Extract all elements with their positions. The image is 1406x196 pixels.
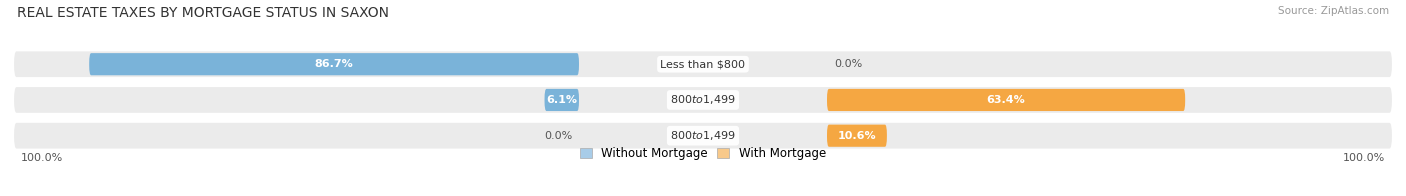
Text: Less than $800: Less than $800 — [661, 59, 745, 69]
Legend: Without Mortgage, With Mortgage: Without Mortgage, With Mortgage — [575, 142, 831, 164]
FancyBboxPatch shape — [14, 51, 1392, 77]
Text: $800 to $1,499: $800 to $1,499 — [671, 129, 735, 142]
Text: Source: ZipAtlas.com: Source: ZipAtlas.com — [1278, 6, 1389, 16]
Text: 10.6%: 10.6% — [838, 131, 876, 141]
FancyBboxPatch shape — [14, 87, 1392, 113]
Text: 6.1%: 6.1% — [547, 95, 578, 105]
FancyBboxPatch shape — [827, 125, 887, 147]
Text: 0.0%: 0.0% — [834, 59, 862, 69]
FancyBboxPatch shape — [544, 89, 579, 111]
FancyBboxPatch shape — [89, 53, 579, 75]
Text: 86.7%: 86.7% — [315, 59, 353, 69]
FancyBboxPatch shape — [827, 89, 1185, 111]
Text: REAL ESTATE TAXES BY MORTGAGE STATUS IN SAXON: REAL ESTATE TAXES BY MORTGAGE STATUS IN … — [17, 6, 389, 20]
Text: 63.4%: 63.4% — [987, 95, 1025, 105]
FancyBboxPatch shape — [14, 123, 1392, 149]
Text: 100.0%: 100.0% — [21, 153, 63, 163]
Text: $800 to $1,499: $800 to $1,499 — [671, 93, 735, 106]
Text: 0.0%: 0.0% — [544, 131, 572, 141]
Text: 100.0%: 100.0% — [1343, 153, 1385, 163]
